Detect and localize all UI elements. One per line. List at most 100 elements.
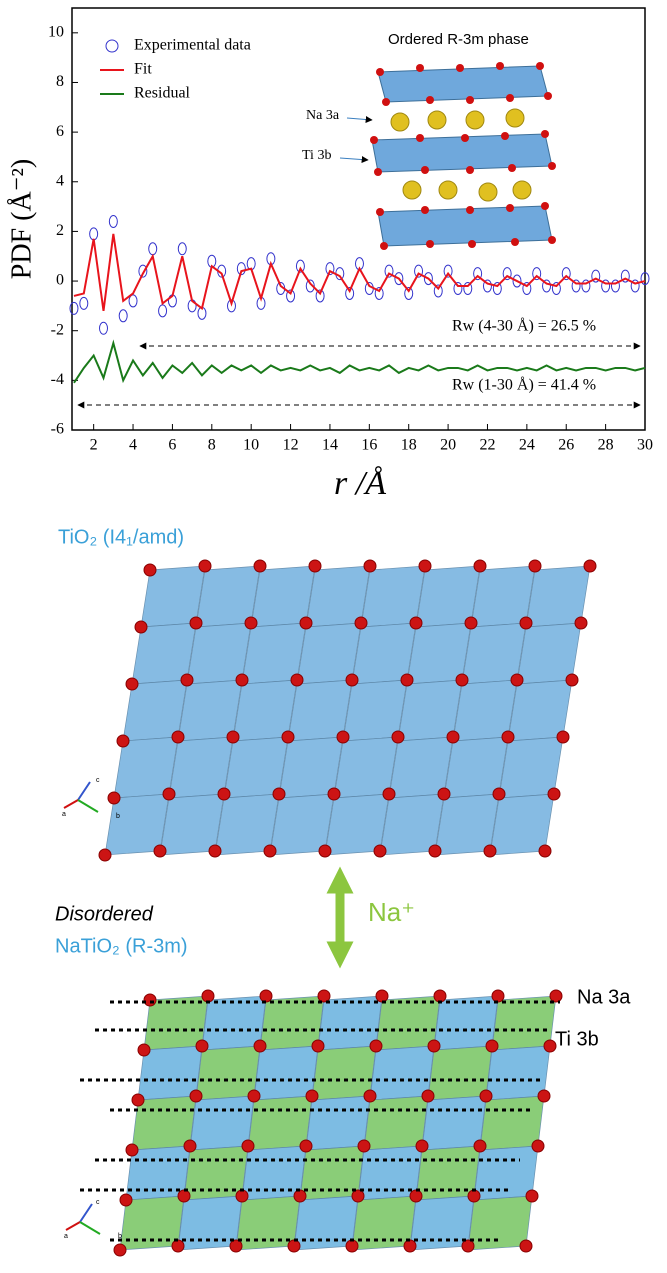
data-point: [463, 282, 473, 296]
data-point: [148, 242, 158, 256]
oxygen: [491, 989, 505, 1003]
oxygen: [336, 730, 350, 744]
oxygen: [125, 1143, 139, 1157]
oxygen: [375, 989, 389, 1003]
x-tick-label: 12: [283, 437, 299, 454]
oxygen: [519, 1239, 533, 1253]
oxygen: [485, 1039, 499, 1053]
oxygen: [119, 1193, 133, 1207]
oxygen: [131, 1093, 145, 1107]
oxygen: [446, 730, 460, 744]
oxygen: [183, 1139, 197, 1153]
plot-frame: [71, 7, 646, 431]
x-tick-label: 2: [90, 437, 98, 454]
oxygen: [318, 844, 332, 858]
oxygen: [281, 730, 295, 744]
data-point: [453, 282, 463, 296]
oxygen: [272, 787, 286, 801]
oxygen: [317, 989, 331, 1003]
data-point: [601, 279, 611, 293]
oxygen: [290, 673, 304, 687]
oxygen: [180, 673, 194, 687]
oxygen: [464, 616, 478, 630]
data-point: [315, 289, 325, 303]
inset-structure: [339, 62, 556, 250]
legend-label: Fit: [134, 61, 152, 78]
oxygen: [299, 1139, 313, 1153]
series-line: [73, 233, 646, 311]
data-point: [591, 269, 601, 283]
data-point: [108, 214, 118, 228]
legend-marker: [105, 39, 119, 53]
y-tick-label: 2: [56, 222, 64, 239]
data-point: [384, 264, 394, 278]
oxygen: [247, 1089, 261, 1103]
oxygen: [244, 616, 258, 630]
data-point: [89, 227, 99, 241]
oxygen: [455, 673, 469, 687]
data-point: [414, 264, 424, 278]
axis-b: [77, 799, 99, 813]
oxygen: [171, 730, 185, 744]
oxygen: [137, 1043, 151, 1057]
oxygen: [409, 616, 423, 630]
oxygen: [189, 616, 203, 630]
label: Ti 3b: [555, 1028, 599, 1050]
oxygen: [253, 559, 267, 573]
oxygen: [538, 844, 552, 858]
x-tick-label: 18: [401, 437, 417, 454]
oxygen: [153, 844, 167, 858]
data-point: [492, 282, 502, 296]
oxygen: [217, 787, 231, 801]
oxygen: [198, 559, 212, 573]
legend-label: Residual: [134, 85, 191, 102]
data-point: [443, 264, 453, 278]
oxygen: [421, 1089, 435, 1103]
y-tick-label: 4: [56, 172, 64, 189]
oxygen: [229, 1239, 243, 1253]
data-point: [620, 269, 630, 283]
data-point: [522, 282, 532, 296]
oxygen: [403, 1239, 417, 1253]
oxygen: [98, 848, 112, 862]
annotation: Ti 3b: [302, 148, 331, 163]
y-axis-title: PDF (Å⁻²): [6, 159, 37, 279]
data-point: [630, 279, 640, 293]
oxygen: [467, 1189, 481, 1203]
pointer: [339, 156, 369, 164]
annotation: Na 3a: [306, 108, 340, 123]
oxygen: [415, 1139, 429, 1153]
y-tick-label: -6: [51, 421, 64, 438]
series-line: [73, 339, 646, 384]
data-point: [512, 274, 522, 288]
data-point: [394, 272, 404, 286]
oxygen: [519, 616, 533, 630]
oxygen: [373, 844, 387, 858]
y-tick-label: 8: [56, 73, 64, 90]
oxygen: [583, 559, 597, 573]
x-tick-label: 4: [129, 437, 137, 454]
oxygen: [473, 1139, 487, 1153]
oxygen: [357, 1139, 371, 1153]
oxygen: [400, 673, 414, 687]
axis-label: c: [96, 777, 100, 784]
oxygen: [461, 1239, 475, 1253]
oxygen: [195, 1039, 209, 1053]
oxygen: [345, 1239, 359, 1253]
oxygen: [113, 1243, 127, 1257]
oxygen: [293, 1189, 307, 1203]
data-point: [99, 321, 109, 335]
oxygen: [116, 734, 130, 748]
oxygen: [428, 844, 442, 858]
oxygen: [299, 616, 313, 630]
x-tick-label: 8: [208, 437, 216, 454]
data-point: [345, 286, 355, 300]
data-point: [236, 262, 246, 276]
x-tick-label: 10: [243, 437, 259, 454]
data-point: [581, 279, 591, 293]
oxygen: [528, 559, 542, 573]
data-point: [433, 284, 443, 298]
oxygen: [263, 844, 277, 858]
x-axis-title: r /Å: [334, 465, 386, 502]
